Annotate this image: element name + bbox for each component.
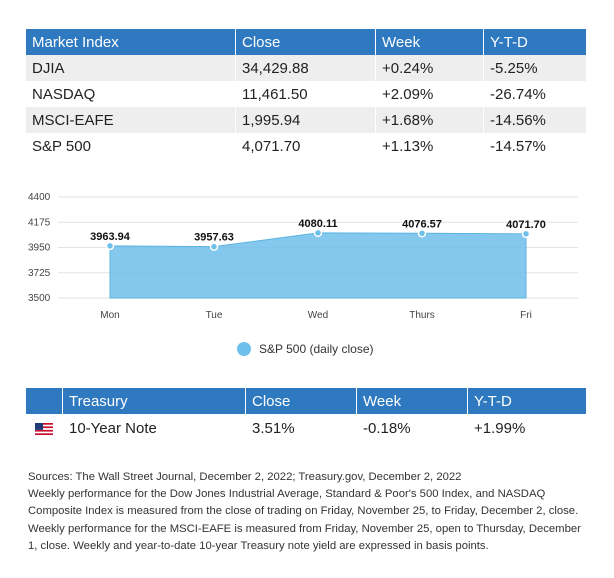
data-label: 4071.70 [506,219,546,231]
header-ytd: Y-T-D [483,29,586,55]
header-week: Week [375,29,484,55]
index-name: DJIA [26,55,236,81]
data-point [521,229,531,239]
table-row: NASDAQ 11,461.50 +2.09% -26.74% [26,81,586,107]
treasury-ytd: +1.99% [467,414,586,442]
table-row: S&P 500 4,071.70 +1.13% -14.57% [26,133,586,159]
sp500-area-chart: 3500 3725 3950 4175 4400 3963.94 3957.63 4080.1… [28,192,578,321]
data-point [313,228,323,238]
treasury-close: 3.51% [245,414,357,442]
methodology-text: Weekly performance for the Dow Jones Ind… [28,488,581,552]
data-point [105,241,115,251]
footnotes: Sources: The Wall Street Journal, Decemb… [28,469,588,555]
data-point [209,242,219,251]
index-name: MSCI-EAFE [26,107,236,133]
index-week: +1.68% [375,107,484,133]
table-row: 10-Year Note 3.51% -0.18% +1.99% [26,414,586,442]
data-label: 4080.11 [298,218,337,230]
header-market-index: Market Index [26,29,236,55]
index-week: +0.24% [375,55,484,81]
x-tick-label: Fri [520,310,532,321]
header-flag-cell [26,388,63,414]
index-close: 11,461.50 [235,81,376,107]
sources-text: Sources: The Wall Street Journal, Decemb… [28,471,462,483]
y-tick-label: 4175 [28,217,51,228]
x-tick-label: Thurs [409,310,435,321]
header-close: Close [245,388,357,414]
index-name: S&P 500 [26,133,236,159]
data-label: 4076.57 [402,218,442,230]
flag-cell [26,414,63,442]
y-tick-label: 3500 [28,293,51,304]
legend-label: S&P 500 (daily close) [259,342,374,356]
market-index-table: Market Index Close Week Y-T-D DJIA 34,429… [26,29,586,159]
data-label: 3957.63 [194,232,234,244]
index-ytd: -5.25% [483,55,586,81]
data-point [417,229,427,238]
index-week: +2.09% [375,81,484,107]
x-tick-label: Mon [100,310,119,321]
treasury-week: -0.18% [356,414,468,442]
chart-legend: S&P 500 (daily close) [237,342,374,356]
x-tick-label: Tue [206,310,223,321]
y-tick-label: 3725 [28,268,51,279]
index-ytd: -26.74% [483,81,586,107]
treasury-name: 10-Year Note [62,414,246,442]
index-name: NASDAQ [26,81,236,107]
index-close: 34,429.88 [235,55,376,81]
header-week: Week [356,388,468,414]
index-close: 4,071.70 [235,133,376,159]
index-ytd: -14.57% [483,133,586,159]
y-tick-label: 4400 [28,192,51,203]
data-label: 3963.94 [90,231,131,243]
x-tick-label: Wed [308,310,328,321]
index-ytd: -14.56% [483,107,586,133]
index-close: 1,995.94 [235,107,376,133]
us-flag-icon [35,422,53,435]
treasury-table: Treasury Close Week Y-T-D 10-Year Note 3… [26,388,586,442]
table-row: MSCI-EAFE 1,995.94 +1.68% -14.56% [26,107,586,133]
series-area [109,232,527,299]
header-close: Close [235,29,376,55]
market-table-header: Market Index Close Week Y-T-D [26,29,586,55]
index-week: +1.13% [375,133,484,159]
treasury-table-header: Treasury Close Week Y-T-D [26,388,586,414]
header-ytd: Y-T-D [467,388,586,414]
table-row: DJIA 34,429.88 +0.24% -5.25% [26,55,586,81]
y-tick-label: 3950 [28,243,51,254]
legend-swatch [237,342,251,356]
header-treasury: Treasury [62,388,246,414]
